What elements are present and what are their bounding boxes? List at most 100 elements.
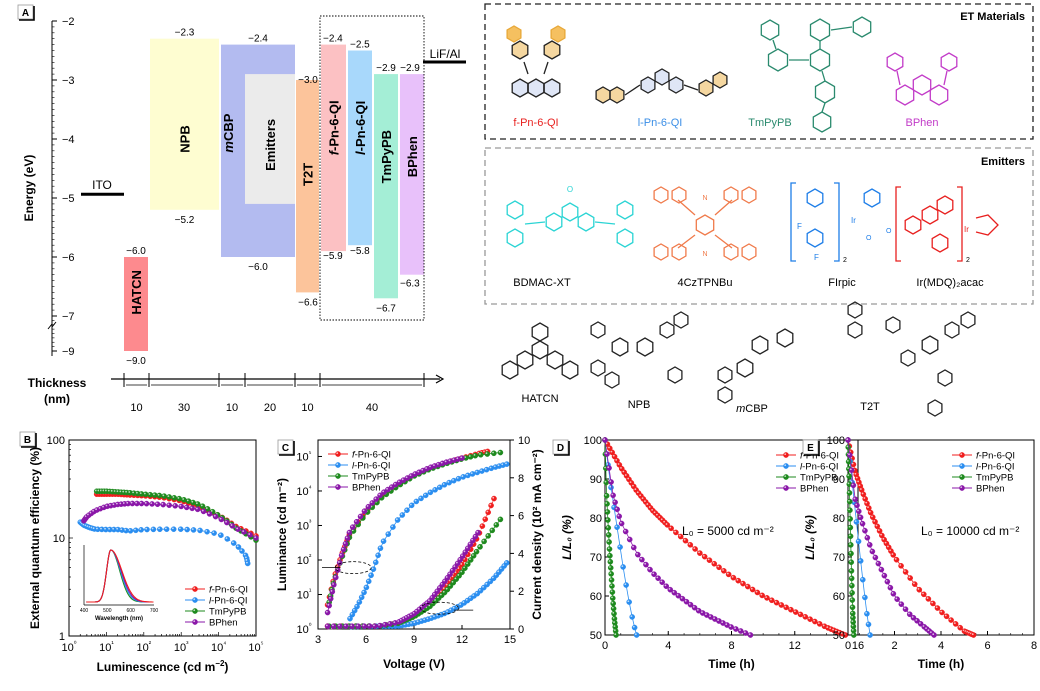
data-point-highlight xyxy=(148,493,151,495)
data-point-highlight xyxy=(850,591,853,593)
data-point xyxy=(161,493,167,499)
layer-name: T2T xyxy=(301,163,316,186)
y-axis-title: Energy (eV) xyxy=(22,155,36,222)
ring-glyph xyxy=(886,52,904,72)
data-point-highlight xyxy=(611,596,613,599)
data-point-highlight xyxy=(624,583,627,586)
data-point-highlight xyxy=(198,528,201,531)
data-point-highlight xyxy=(177,496,180,499)
data-point-highlight xyxy=(113,490,116,492)
legend-entry: f-Pn-6-QI xyxy=(328,450,391,461)
data-point-highlight xyxy=(225,537,228,540)
structure-name: l-Pn-6-QI xyxy=(638,117,683,129)
data-point xyxy=(477,544,483,550)
data-point-highlight xyxy=(139,501,142,504)
data-point-highlight xyxy=(641,497,644,500)
data-point-highlight xyxy=(445,583,448,586)
tick-label: 10⁴ xyxy=(211,641,226,654)
data-point-highlight xyxy=(614,633,617,636)
structure-bdmac-xt: O BDMAC-XT xyxy=(506,185,634,289)
data-point-highlight xyxy=(244,556,247,559)
data-point-highlight xyxy=(873,520,876,522)
data-point-highlight xyxy=(119,490,122,493)
panel-b-eqe-chart: 10⁰ 10¹ 10² 10³ 10⁴ 10⁵ 1 10 100 Luminescence (cd… xyxy=(28,435,264,674)
data-point-highlight xyxy=(463,566,466,569)
ring-glyph xyxy=(653,243,669,261)
structure-name: 4CzTPNBu xyxy=(677,277,732,289)
data-point-highlight xyxy=(205,530,208,532)
data-point xyxy=(479,468,485,474)
data-point-highlight xyxy=(182,498,185,500)
data-point xyxy=(497,516,504,523)
data-point-highlight xyxy=(644,500,646,503)
data-point-highlight xyxy=(124,528,127,531)
data-point xyxy=(335,473,341,479)
ring-glyph xyxy=(712,71,728,89)
x-tick-label: 12 xyxy=(456,634,468,646)
data-point-highlight xyxy=(461,475,464,477)
data-point xyxy=(329,588,336,595)
data-point xyxy=(959,474,965,480)
data-point xyxy=(959,463,965,469)
data-point-highlight xyxy=(922,592,924,595)
ring-glyph xyxy=(595,86,611,104)
data-point-highlight xyxy=(822,624,825,627)
panel-label-box xyxy=(552,439,569,455)
ring-glyph xyxy=(611,337,629,357)
atom-label: O xyxy=(567,185,573,194)
data-point-highlight xyxy=(949,618,952,621)
data-point xyxy=(459,455,465,461)
data-point-highlight xyxy=(452,606,455,609)
data-point-highlight xyxy=(847,482,850,485)
data-point-highlight xyxy=(622,470,625,473)
data-point xyxy=(849,597,856,603)
data-point xyxy=(370,566,377,572)
ring-glyph xyxy=(927,399,943,417)
data-point xyxy=(733,626,739,632)
y-tick-label: 1 xyxy=(59,631,65,643)
data-point-highlight xyxy=(931,601,934,604)
data-point-highlight xyxy=(705,613,707,616)
data-point xyxy=(335,451,341,457)
data-point xyxy=(387,621,393,627)
data-point-highlight xyxy=(167,495,170,498)
data-point-highlight xyxy=(849,569,852,571)
data-point-highlight xyxy=(478,588,481,591)
data-point-highlight xyxy=(254,536,257,539)
data-point-highlight xyxy=(330,590,333,592)
data-point xyxy=(606,539,612,545)
data-point-highlight xyxy=(102,489,105,492)
data-point xyxy=(754,589,761,596)
thickness-label: Thickness xyxy=(28,376,87,390)
data-point-highlight xyxy=(483,450,485,453)
data-point xyxy=(768,597,775,604)
data-point-highlight xyxy=(173,504,176,506)
layer-bar xyxy=(150,38,219,210)
data-point xyxy=(749,586,756,593)
data-point-highlight xyxy=(484,467,487,470)
homo-value: −5.9 xyxy=(323,251,343,262)
data-point-highlight xyxy=(473,453,476,456)
data-point xyxy=(618,520,625,527)
data-point-highlight xyxy=(98,506,101,509)
data-point-highlight xyxy=(406,622,409,625)
ring-glyph xyxy=(640,76,656,94)
data-point xyxy=(626,599,632,605)
lumo-value: −2.9 xyxy=(400,63,420,74)
data-point-highlight xyxy=(472,594,475,597)
data-point-highlight xyxy=(765,596,768,598)
structure-name: TmPyPB xyxy=(748,117,791,129)
data-point xyxy=(925,596,932,602)
data-point-highlight xyxy=(440,461,443,464)
data-point-highlight xyxy=(460,563,463,565)
data-point-highlight xyxy=(219,533,221,536)
data-point xyxy=(483,466,490,473)
data-point-highlight xyxy=(922,625,925,627)
inset-tick-label: 700 xyxy=(150,608,159,614)
data-point xyxy=(605,532,612,538)
data-point xyxy=(609,589,616,595)
layer-npb: NPB −2.3 −5.2 xyxy=(150,28,219,226)
data-point-highlight xyxy=(853,497,856,500)
data-point-highlight xyxy=(184,505,187,508)
data-point xyxy=(620,564,626,570)
